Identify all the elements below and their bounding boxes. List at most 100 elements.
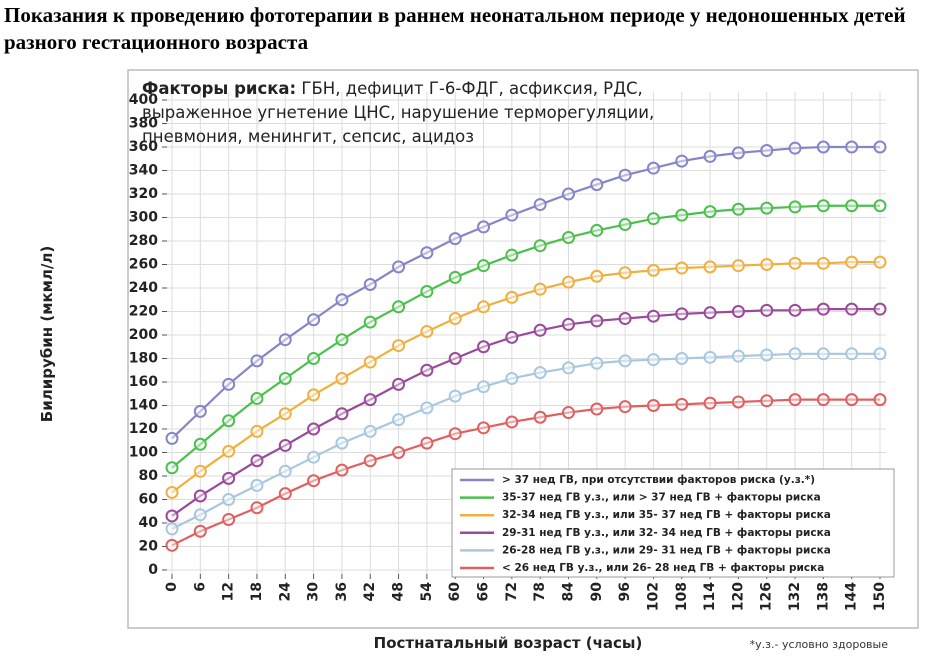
series-3 [165,255,887,499]
data-point [505,415,519,429]
y-tick-label: 140 [129,398,158,414]
y-tick-label: 180 [129,351,158,367]
x-tick-label: 24 [277,582,293,602]
data-point [731,349,745,363]
data-point [590,402,604,416]
data-point [845,199,859,213]
data-point [590,223,604,237]
data-point [618,312,632,326]
data-point [760,144,774,158]
data-point [505,248,519,262]
data-point [788,303,802,317]
data-point [278,487,292,501]
data-point [845,302,859,316]
x-tick-label: 108 [674,582,690,611]
data-point [448,232,462,246]
risk-factors-line-2: выраженное угнетение ЦНС, нарушение терм… [142,103,654,122]
x-tick-label: 6 [192,582,208,592]
data-point [675,307,689,321]
data-point [788,347,802,361]
data-point [561,187,575,201]
data-point [335,371,349,385]
data-point [703,260,717,274]
data-point [561,230,575,244]
data-point [561,317,575,331]
legend-item: 35-37 нед ГВ у.з., или > 37 нед ГВ + фак… [502,492,821,504]
data-point [335,333,349,347]
data-point [165,538,179,552]
x-tick-label: 84 [560,582,576,602]
series-5 [165,347,887,536]
data-point [363,454,377,468]
data-point [278,371,292,385]
axes: 0 6 12 18 24 30 36 42 48 54 60 66 72 78 84 90 96 102 108 11… [129,92,888,611]
data-point [193,437,207,451]
x-tick-label: 90 [589,582,605,602]
y-tick-label: 360 [129,139,158,155]
data-point [420,324,434,338]
x-tick-label: 114 [702,582,718,611]
data-point [335,463,349,477]
legend-item: > 37 нед ГВ, при отсутствии факторов рис… [502,474,815,486]
x-tick-label: 18 [249,582,265,601]
footnote: *у.з.- условно здоровые [750,638,889,651]
data-point [561,275,575,289]
data-point [193,508,207,522]
data-point [675,397,689,411]
y-tick-label: 300 [129,210,158,226]
data-point [646,399,660,412]
x-tick-label: 96 [617,582,633,601]
y-tick-label: 80 [139,468,159,484]
data-point [392,377,406,391]
data-point [505,290,519,304]
data-point [392,339,406,353]
data-point [250,478,264,492]
x-tick-label: 150 [872,582,888,611]
series-2 [165,199,887,475]
y-tick-label: 200 [129,327,158,343]
data-point [477,380,491,394]
data-point [392,300,406,314]
data-point [392,413,406,427]
x-tick-label: 60 [447,582,463,602]
data-point [420,436,434,450]
data-point [816,347,830,361]
data-point [505,330,519,344]
data-point [533,282,547,296]
data-point [165,485,179,499]
data-point [448,270,462,284]
data-point [845,393,859,407]
data-point [250,424,264,438]
data-point [816,302,830,316]
data-point [165,509,179,523]
data-point [731,259,745,273]
data-point [788,141,802,155]
data-point [873,140,887,154]
risk-factors-line-1-text: ГБН, дефицит Г-6-ФДГ, асфиксия, РДС, [296,79,643,98]
y-tick-label: 240 [129,280,158,296]
data-point [222,414,236,428]
data-point [222,493,236,506]
data-point [731,395,745,409]
data-point [250,454,264,468]
series-4 [165,302,887,523]
data-point [618,266,632,280]
data-point [760,348,774,362]
data-point [646,212,660,226]
y-tick-label: 100 [129,445,158,461]
y-tick-label: 120 [129,421,158,437]
data-point [561,361,575,375]
data-point [420,246,434,260]
data-point [533,366,547,380]
data-point [533,323,547,337]
x-tick-label: 30 [306,582,322,602]
data-point [193,404,207,418]
x-tick-label: 126 [759,582,775,611]
data-point [420,401,434,415]
data-point [477,421,491,435]
legend-item: 32-34 нед ГВ у.з., или 35- 37 нед ГВ + ф… [502,509,831,521]
data-point [845,347,859,361]
x-tick-label: 138 [815,582,831,611]
data-point [250,501,264,515]
